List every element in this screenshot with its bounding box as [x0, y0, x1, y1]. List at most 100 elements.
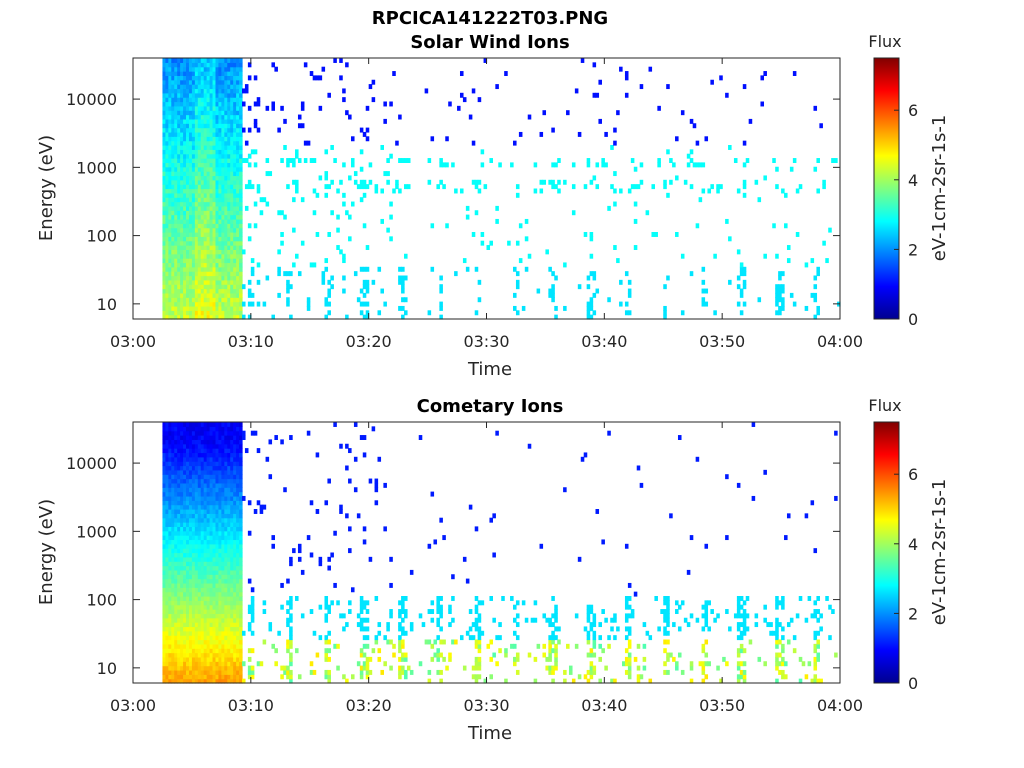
- heatmap-cell: [162, 674, 167, 680]
- heatmap-cell: [194, 456, 199, 462]
- heatmap-cell: [510, 162, 514, 168]
- heatmap-cell: [180, 626, 184, 632]
- heatmap-cell: [197, 491, 202, 497]
- heatmap-cell: [218, 491, 222, 497]
- heatmap-cell: [580, 456, 585, 462]
- heatmap-cell: [197, 271, 202, 277]
- heatmap-cell: [224, 504, 228, 510]
- heatmap-cell: [218, 469, 222, 475]
- colorbar-title: Flux: [868, 396, 901, 415]
- heatmap-cell: [174, 622, 178, 628]
- heatmap-cell: [230, 58, 234, 63]
- heatmap-cell: [362, 617, 367, 623]
- heatmap-cell: [348, 609, 352, 614]
- heatmap-cell: [471, 665, 476, 671]
- heatmap-cell: [448, 101, 452, 107]
- heatmap-cell: [250, 596, 255, 601]
- heatmap-cell: [233, 127, 237, 133]
- heatmap-cell: [598, 678, 602, 684]
- heatmap-cell: [701, 297, 706, 303]
- heatmap-cell: [168, 469, 172, 475]
- heatmap-cell: [186, 284, 190, 290]
- heatmap-cell: [365, 617, 370, 623]
- heatmap-cell: [206, 214, 211, 220]
- heatmap-cell: [180, 266, 184, 272]
- heatmap-cell: [327, 630, 331, 636]
- heatmap-cell: [236, 465, 240, 471]
- heatmap-cell: [247, 578, 252, 584]
- heatmap-cell: [241, 495, 246, 501]
- heatmap-cell: [165, 305, 169, 311]
- heatmap-cell: [171, 179, 175, 185]
- heatmap-cell: [206, 175, 211, 181]
- heatmap-cell: [174, 643, 178, 649]
- heatmap-cell: [236, 569, 240, 575]
- heatmap-cell: [171, 430, 175, 436]
- heatmap-cell: [203, 62, 208, 68]
- heatmap-cell: [212, 430, 217, 436]
- heatmap-cell: [206, 535, 211, 541]
- heatmap-cell: [230, 71, 234, 76]
- heatmap-cell: [739, 669, 744, 675]
- heatmap-cell: [236, 249, 240, 255]
- heatmap-cell: [474, 596, 479, 601]
- heatmap-cell: [406, 184, 411, 190]
- heatmap-cell: [230, 75, 234, 81]
- heatmap-cell: [233, 504, 237, 510]
- heatmap-cell: [624, 543, 629, 549]
- heatmap-cell: [772, 223, 776, 229]
- heatmap-cell: [200, 114, 205, 120]
- heatmap-cell: [194, 197, 199, 203]
- heatmap-cell: [595, 92, 600, 98]
- heatmap-cell: [477, 600, 482, 606]
- heatmap-cell: [554, 275, 558, 281]
- heatmap-cell: [230, 136, 234, 142]
- heatmap-cell: [507, 240, 511, 246]
- heatmap-cell: [183, 149, 187, 155]
- heatmap-cell: [215, 279, 220, 285]
- heatmap-cell: [203, 539, 208, 545]
- heatmap-cell: [197, 448, 202, 454]
- heatmap-cell: [233, 179, 237, 185]
- heatmap-cell: [191, 62, 196, 68]
- heatmap-cell: [180, 162, 184, 168]
- heatmap-cell: [227, 153, 231, 159]
- heatmap-cell: [168, 175, 172, 181]
- heatmap-cell: [212, 205, 217, 211]
- heatmap-cell: [200, 110, 205, 116]
- heatmap-cell: [177, 240, 181, 246]
- heatmap-cell: [236, 62, 240, 68]
- heatmap-cell: [180, 92, 184, 98]
- heatmap-cell: [174, 469, 178, 475]
- heatmap-cell: [221, 175, 225, 181]
- heatmap-cell: [327, 301, 331, 307]
- heatmap-cell: [171, 97, 175, 103]
- heatmap-cell: [592, 175, 597, 181]
- heatmap-cell: [206, 648, 211, 654]
- heatmap-cell: [233, 526, 237, 532]
- heatmap-cell: [239, 79, 243, 85]
- heatmap-cell: [206, 245, 211, 250]
- heatmap-cell: [186, 218, 190, 224]
- heatmap-cell: [197, 513, 202, 519]
- heatmap-cell: [698, 661, 703, 667]
- heatmap-cell: [221, 552, 225, 558]
- heatmap-cell: [218, 253, 222, 259]
- heatmap-cell: [227, 639, 231, 645]
- heatmap-cell: [197, 535, 202, 541]
- heatmap-cell: [168, 62, 172, 68]
- heatmap-cell: [191, 192, 196, 198]
- heatmap-cell: [230, 153, 234, 159]
- heatmap-cell: [168, 205, 172, 211]
- colorbar-tick-label: 4: [908, 535, 918, 554]
- heatmap-cell: [177, 301, 181, 307]
- heatmap-cell: [224, 131, 228, 137]
- heatmap-cell: [778, 639, 782, 645]
- heatmap-cell: [513, 643, 517, 649]
- heatmap-cell: [162, 97, 167, 103]
- heatmap-cell: [183, 223, 187, 229]
- heatmap-cell: [180, 149, 184, 155]
- heatmap-cell: [701, 188, 706, 194]
- heatmap-cell: [183, 249, 187, 255]
- heatmap-cell: [404, 158, 408, 163]
